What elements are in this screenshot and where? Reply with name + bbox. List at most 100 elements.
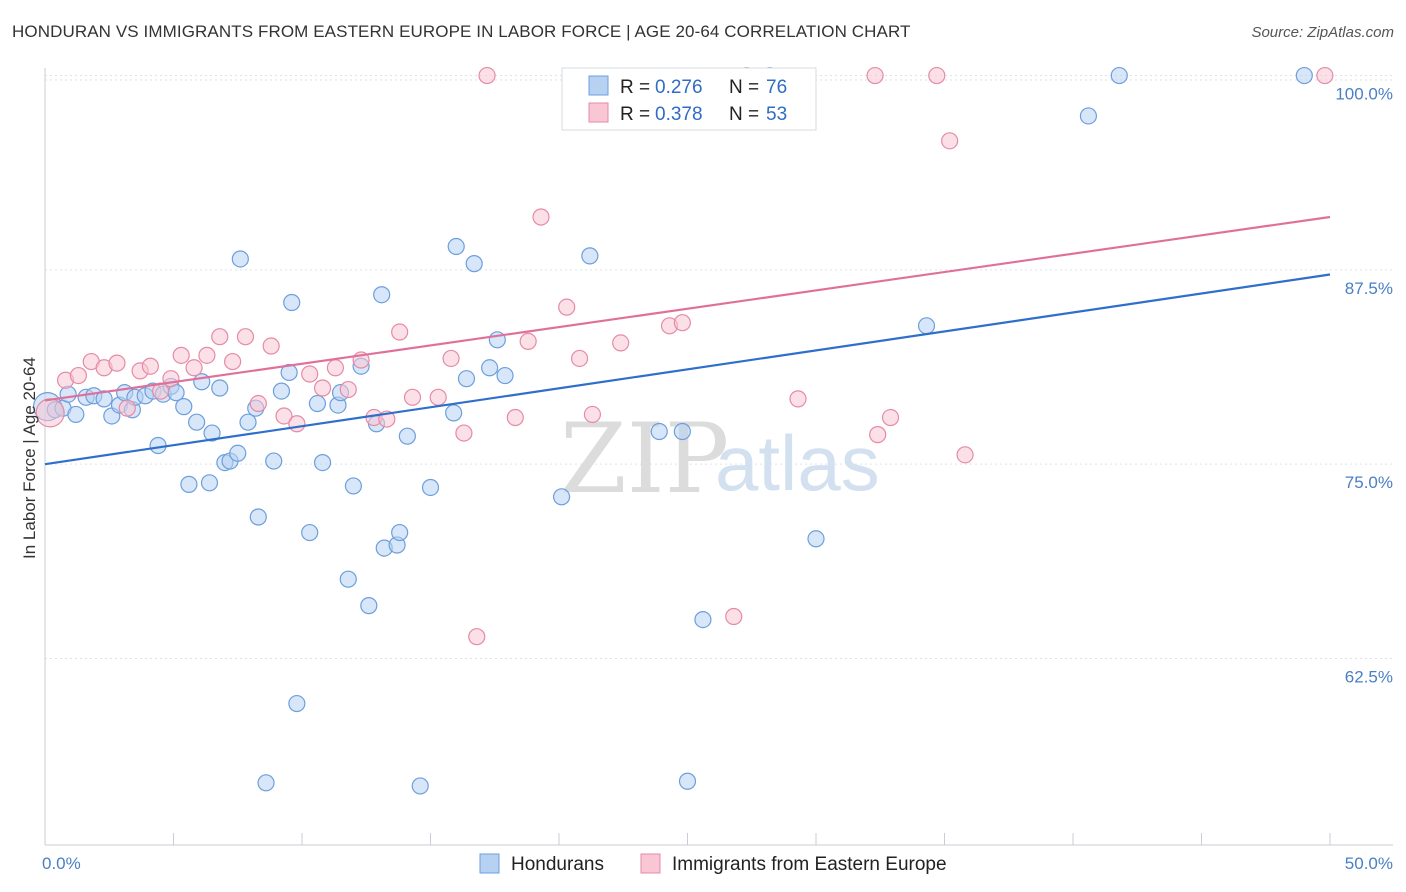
immigrant-point bbox=[35, 398, 65, 428]
honduran-point bbox=[249, 508, 267, 526]
honduran-point bbox=[807, 530, 825, 548]
immigrant-point bbox=[532, 208, 550, 226]
immigrant-point bbox=[185, 359, 203, 377]
immigrant-point bbox=[519, 332, 537, 350]
honduran-point bbox=[673, 422, 691, 441]
immigrant-point bbox=[236, 328, 255, 346]
source-label: Source: ZipAtlas.com bbox=[1251, 24, 1394, 41]
honduran-point bbox=[211, 379, 229, 397]
immigrant-point bbox=[583, 405, 602, 424]
immigrant-point bbox=[869, 426, 887, 444]
immigrant-point bbox=[429, 388, 447, 406]
honduran-point bbox=[373, 286, 391, 304]
immigrant-point bbox=[956, 446, 974, 464]
honduran-point bbox=[180, 475, 198, 493]
y-tick-label: 62.5% bbox=[1345, 667, 1393, 686]
immigrant-point bbox=[612, 334, 630, 352]
immigrant-point bbox=[478, 66, 496, 85]
honduran-point bbox=[421, 478, 440, 497]
chart-title: HONDURAN VS IMMIGRANTS FROM EASTERN EURO… bbox=[12, 22, 911, 41]
honduran-point bbox=[552, 488, 571, 506]
immigrant-point bbox=[275, 407, 293, 425]
legend-swatch-blue bbox=[588, 75, 609, 96]
watermark: ZIP atlas bbox=[560, 403, 880, 515]
x-tick-labels: 0.0% 50.0% bbox=[42, 854, 1393, 873]
legend-n-label-1: N = bbox=[729, 77, 759, 98]
y-tick-labels: 62.5% 75.0% 87.5% 100.0% bbox=[1335, 85, 1393, 687]
y-tick-label: 75.0% bbox=[1345, 473, 1393, 492]
honduran-point bbox=[203, 424, 221, 442]
immigrant-point bbox=[928, 66, 946, 85]
honduran-point bbox=[188, 413, 206, 431]
legend-r-value-1: 0.276 bbox=[655, 77, 703, 98]
trend-lines bbox=[44, 215, 1331, 466]
honduran-point bbox=[445, 404, 463, 422]
honduran-point bbox=[175, 398, 193, 416]
immigrant-point bbox=[866, 66, 884, 85]
honduran-point bbox=[481, 359, 499, 377]
honduran-point bbox=[283, 293, 301, 312]
honduran-point bbox=[149, 436, 167, 455]
honduran-point bbox=[59, 385, 77, 403]
immigrant-point bbox=[141, 357, 159, 375]
honduran-point bbox=[313, 454, 332, 472]
honduran-point bbox=[581, 247, 599, 265]
y-tick-label: 87.5% bbox=[1345, 279, 1393, 298]
honduran-point bbox=[650, 422, 668, 441]
immigrant-point bbox=[118, 399, 136, 417]
immigrant-point bbox=[725, 607, 743, 626]
bottom-legend: Hondurans Immigrants from Eastern Europe bbox=[479, 853, 947, 875]
honduran-point bbox=[917, 317, 936, 335]
legend-swatch-pink bbox=[588, 102, 609, 123]
immigrant-point bbox=[262, 337, 280, 355]
immigrant-point bbox=[1316, 66, 1334, 85]
immigrant-point bbox=[313, 379, 332, 397]
immigrant-point bbox=[789, 390, 807, 408]
honduran-point bbox=[1110, 66, 1128, 85]
honduran-point bbox=[67, 405, 85, 424]
immigrant-point bbox=[455, 424, 473, 442]
legend-r-label-2: R = bbox=[620, 104, 650, 125]
honduran-point bbox=[339, 570, 357, 588]
honduran-point bbox=[239, 413, 257, 431]
honduran-point bbox=[694, 611, 712, 629]
watermark-atlas: atlas bbox=[715, 419, 880, 507]
honduran-point bbox=[301, 523, 319, 542]
honduran-point bbox=[1295, 66, 1313, 85]
legend-n-label-2: N = bbox=[729, 104, 759, 125]
immigrant-point bbox=[941, 132, 959, 150]
legend-r-value-2: 0.378 bbox=[655, 104, 703, 125]
immigrant-point bbox=[391, 323, 409, 341]
axes bbox=[44, 68, 1393, 846]
honduran-point bbox=[398, 427, 416, 445]
immigrant-point bbox=[673, 314, 691, 332]
honduran-point bbox=[1079, 107, 1098, 125]
honduran-point bbox=[391, 523, 409, 542]
bottom-legend-hondurans: Hondurans bbox=[511, 854, 604, 875]
honduran-point bbox=[308, 394, 327, 413]
immigrant-point bbox=[506, 408, 524, 427]
immigrant-point bbox=[172, 346, 190, 364]
honduran-point bbox=[280, 363, 298, 382]
immigrant-point bbox=[249, 394, 267, 413]
honduran-point bbox=[257, 774, 275, 792]
immigrant-point bbox=[211, 328, 229, 346]
immigrant-point bbox=[326, 359, 345, 377]
immigrant-point bbox=[339, 380, 357, 399]
immigrant-point bbox=[301, 365, 319, 383]
x-tick-label: 0.0% bbox=[42, 854, 81, 873]
immigrant-point bbox=[224, 352, 242, 371]
immigrant-point bbox=[442, 349, 460, 368]
honduran-point bbox=[496, 366, 514, 385]
trend-line-immigrants bbox=[44, 215, 1331, 402]
legend-r-label-1: R = bbox=[620, 77, 650, 98]
immigrant-point bbox=[108, 354, 126, 372]
legend-n-value-2: 53 bbox=[766, 104, 787, 125]
trend-line-hondurans bbox=[44, 273, 1331, 466]
honduran-point bbox=[360, 597, 378, 615]
honduran-point bbox=[231, 250, 249, 268]
legend-n-value-1: 76 bbox=[766, 77, 787, 98]
watermark-zip: ZIP bbox=[560, 403, 729, 515]
honduran-point bbox=[447, 237, 465, 256]
immigrant-point bbox=[403, 388, 422, 406]
